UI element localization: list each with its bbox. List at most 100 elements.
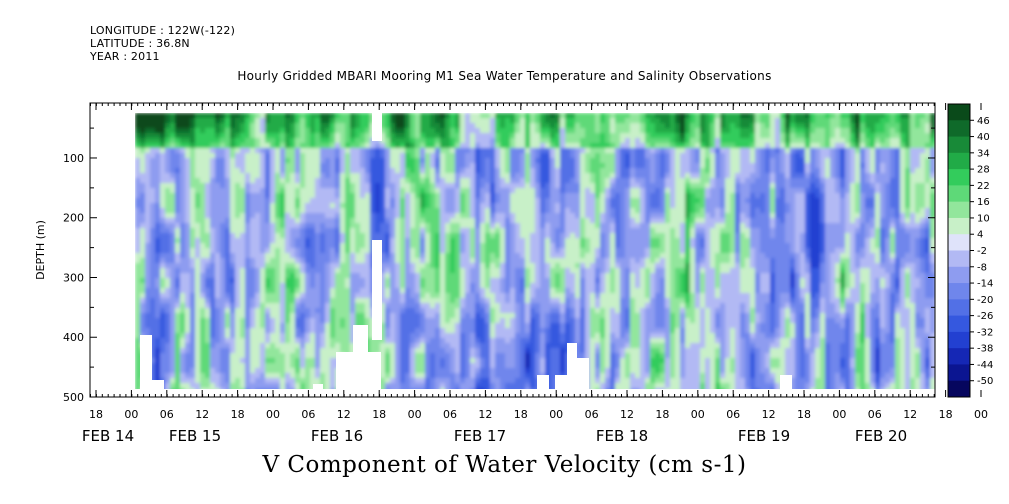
velocity-cell [240,233,246,239]
velocity-cell [415,253,421,259]
velocity-cell [725,188,731,194]
velocity-cell [735,138,741,144]
velocity-cell [385,253,391,259]
velocity-cell [610,238,616,244]
velocity-cell [265,128,271,134]
velocity-cell [575,198,581,204]
velocity-cell [650,198,656,204]
velocity-cell [535,148,541,154]
velocity-cell [650,228,656,234]
velocity-cell [215,238,221,244]
velocity-cell [455,188,461,194]
velocity-cell [660,113,666,119]
velocity-cell [550,228,556,234]
velocity-cell [275,218,281,224]
velocity-cell [775,143,781,149]
velocity-cell [705,193,711,199]
velocity-cell [545,118,551,124]
velocity-cell [760,253,766,259]
velocity-cell [425,263,431,269]
velocity-cell [165,153,171,159]
velocity-cell [550,248,556,254]
velocity-cell [135,188,141,194]
velocity-cell [585,243,591,249]
velocity-cell [655,183,661,189]
velocity-cell [465,193,471,199]
velocity-cell [535,223,541,229]
velocity-cell [400,208,406,214]
velocity-cell [225,248,231,254]
velocity-cell [405,113,411,119]
velocity-cell [780,223,786,229]
velocity-cell [205,223,211,229]
velocity-cell [555,258,561,264]
velocity-cell [835,148,841,154]
velocity-cell [845,198,851,204]
velocity-cell [190,218,196,224]
velocity-cell [285,148,291,154]
velocity-cell [395,213,401,219]
velocity-cell [750,263,756,269]
velocity-cell [725,228,731,234]
velocity-cell [740,213,746,219]
velocity-cell [500,263,506,269]
velocity-cell [460,228,466,234]
velocity-cell [625,153,631,159]
velocity-cell [335,158,341,164]
velocity-cell [320,253,326,259]
velocity-cell [425,163,431,169]
velocity-cell [210,118,216,124]
velocity-cell [485,208,491,214]
velocity-cell [865,243,871,249]
velocity-cell [860,248,866,254]
velocity-cell [140,228,146,234]
velocity-cell [690,198,696,204]
velocity-cell [730,238,736,244]
velocity-cell [220,123,226,129]
velocity-cell [535,173,541,179]
velocity-cell [140,118,146,124]
velocity-cell [470,248,476,254]
velocity-cell [585,208,591,214]
velocity-cell [540,153,546,159]
velocity-cell [225,173,231,179]
velocity-cell [150,223,156,229]
velocity-cell [135,163,141,169]
velocity-cell [815,203,821,209]
velocity-cell [150,253,156,259]
velocity-cell [660,158,666,164]
velocity-cell [500,168,506,174]
velocity-cell [635,213,641,219]
velocity-cell [625,243,631,249]
velocity-cell [930,123,935,129]
velocity-cell [530,163,536,169]
velocity-cell [355,178,361,184]
velocity-cell [215,253,221,259]
velocity-cell [755,123,761,129]
velocity-cell [490,183,496,189]
velocity-cell [445,153,451,159]
velocity-cell [550,213,556,219]
velocity-cell [900,218,906,224]
velocity-cell [535,208,541,214]
velocity-cell [595,153,601,159]
velocity-cell [625,193,631,199]
velocity-cell [215,133,221,139]
velocity-cell [865,248,871,254]
velocity-cell [495,213,501,219]
velocity-cell [555,253,561,259]
velocity-cell [450,253,456,259]
velocity-cell [365,218,371,224]
velocity-cell [480,178,486,184]
velocity-cell [170,238,176,244]
velocity-cell [735,258,741,264]
velocity-cell [735,173,741,179]
velocity-cell [645,223,651,229]
velocity-cell [585,158,591,164]
velocity-cell [240,178,246,184]
velocity-cell [395,223,401,229]
velocity-cell [815,243,821,249]
velocity-cell [440,228,446,234]
velocity-cell [850,193,856,199]
velocity-cell [390,208,396,214]
